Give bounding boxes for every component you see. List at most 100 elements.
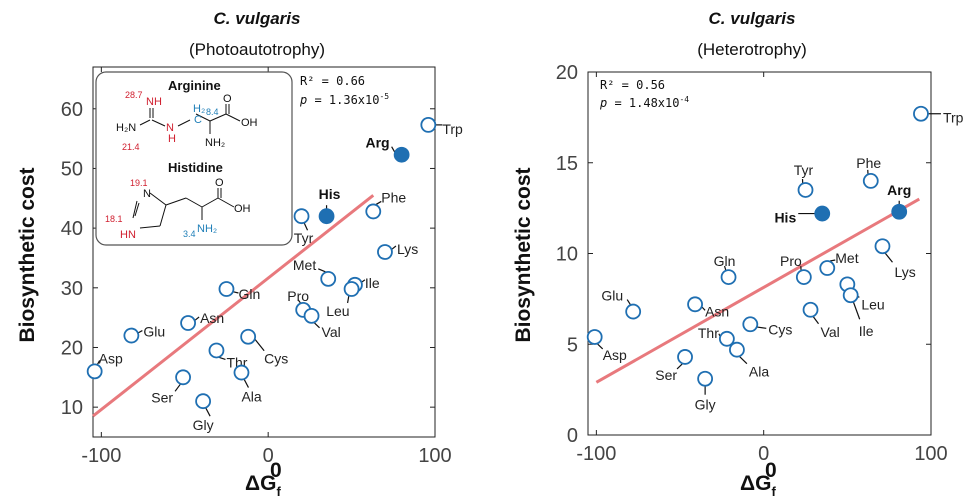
point-marker: [240, 328, 257, 345]
data-point-arg: Arg: [366, 135, 410, 163]
chart-subtitle: (Heterotrophy): [697, 40, 807, 59]
y-axis-label: Biosynthetic cost: [16, 167, 39, 342]
point-label: Arg: [887, 182, 911, 198]
data-point-thr: Thr: [698, 325, 735, 347]
x-tick-label: 0: [263, 445, 274, 467]
data-point-asn: Asn: [180, 310, 224, 331]
point-label: Leu: [861, 296, 884, 312]
arg-num-2: 21.4: [122, 142, 140, 152]
point-marker: [393, 146, 410, 163]
chart-title: C. vulgaris: [709, 9, 796, 28]
y-axis-label: Biosynthetic cost: [512, 167, 535, 342]
data-point-lys: Lys: [874, 238, 916, 280]
data-point-ala: Ala: [233, 364, 262, 405]
x-axis-label-sub: f: [276, 484, 281, 499]
point-label: Gln: [238, 286, 260, 302]
x-tick-label: 100: [914, 443, 947, 465]
point-marker: [891, 203, 908, 220]
histidine-structure: [132, 188, 235, 229]
point-marker: [377, 244, 393, 260]
x-axis-label: ΔGf 0: [245, 459, 282, 499]
point-label: Lys: [397, 241, 418, 257]
point-label: Ile: [365, 275, 380, 291]
his-num-1: 19.1: [130, 178, 148, 188]
point-label: Pro: [780, 253, 802, 269]
data-point-leu: Leu: [326, 281, 360, 319]
leader-line: [391, 245, 397, 250]
x-tick-label: 100: [418, 445, 451, 467]
leader-line: [346, 295, 350, 304]
chart-subtitle: (Photoautotrophy): [189, 40, 325, 59]
axes: -100 0 100 10 20 30 40 50 60: [61, 67, 452, 467]
point-marker: [687, 296, 703, 313]
point-label: Ile: [859, 323, 874, 339]
data-point-phe: Phe: [856, 155, 881, 189]
point-label: Pro: [287, 288, 309, 304]
point-marker: [123, 327, 140, 344]
his-nh2: NH₂: [197, 223, 217, 235]
data-point-cys: Cys: [742, 316, 792, 337]
point-marker: [795, 269, 812, 285]
arginine-label: Arginine: [168, 78, 221, 93]
arg-h2n: H₂N: [116, 122, 136, 134]
point-marker: [218, 281, 235, 297]
y-tick-label: 15: [556, 153, 578, 175]
point-label: His: [319, 186, 341, 202]
his-num-3: 3.4: [183, 229, 196, 239]
data-point-tyr: Tyr: [293, 208, 314, 246]
arg-num-1: 28.7: [125, 90, 143, 100]
point-label: Ser: [151, 389, 173, 405]
arginine-structure: [139, 104, 241, 134]
leader-line: [852, 302, 861, 320]
data-point-val: Val: [802, 301, 840, 340]
data-point-gln: Gln: [218, 281, 260, 302]
point-label: Met: [835, 250, 858, 266]
data-point-his: His: [318, 186, 341, 225]
point-label: Trp: [442, 121, 463, 137]
data-point-gln: Gln: [714, 253, 737, 285]
data-point-ala: Ala: [729, 341, 769, 380]
leader-line: [884, 252, 893, 263]
data-point-trp: Trp: [420, 116, 463, 137]
svg-text:ΔGf: ΔGf: [245, 472, 281, 499]
data-point-gly: Gly: [193, 393, 214, 433]
point-marker: [586, 329, 603, 345]
x-tick-label: -100: [81, 445, 121, 467]
point-marker: [718, 330, 735, 347]
leader-line: [174, 383, 181, 392]
point-label: Asn: [200, 310, 224, 326]
x-tick-label: 0: [758, 443, 769, 465]
point-label: Phe: [856, 155, 881, 171]
leader-line: [391, 146, 396, 153]
his-n: N: [143, 188, 151, 200]
data-point-ser: Ser: [655, 349, 693, 383]
y-tick-label: 40: [61, 218, 83, 240]
y-tick-label: 50: [61, 158, 83, 180]
point-label: Glu: [601, 288, 623, 304]
data-point-his: His: [774, 205, 831, 226]
point-marker: [797, 182, 814, 198]
point-label: His: [774, 210, 796, 226]
y-tick-label: 60: [61, 99, 83, 121]
leader-line: [96, 360, 101, 365]
point-marker: [819, 260, 836, 276]
leader-line: [375, 200, 382, 205]
point-marker: [233, 364, 250, 381]
leader-line: [723, 265, 727, 271]
point-marker: [677, 349, 693, 365]
leader-line: [597, 343, 604, 350]
point-marker: [293, 208, 310, 225]
point-label: Met: [293, 257, 316, 273]
chart-title: C. vulgaris: [214, 9, 301, 28]
arg-h2: H₂: [193, 103, 205, 115]
data-point-glu: Glu: [601, 288, 642, 320]
leader-line: [194, 316, 200, 321]
y-tick-label: 20: [556, 62, 578, 84]
point-marker: [343, 281, 360, 297]
data-point-trp: Trp: [913, 105, 964, 126]
points: Trp Arg His Phe Tyr Lys Met Ile Leu Gln Pro Val Asn G…: [86, 116, 463, 433]
point-marker: [86, 363, 103, 380]
arg-num-3: 8.4: [206, 107, 219, 117]
